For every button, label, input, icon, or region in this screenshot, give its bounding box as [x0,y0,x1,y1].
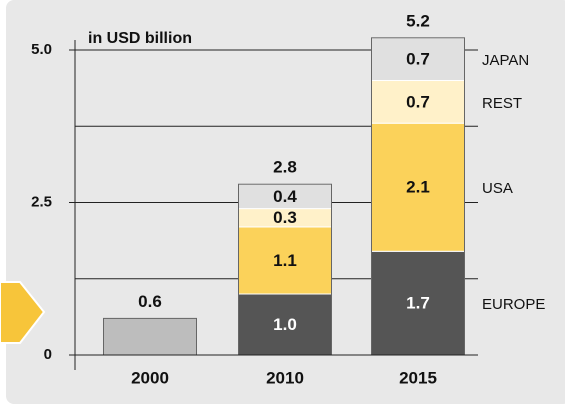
legend-label: EUROPE [482,296,545,313]
y-tick-label: 0 [44,346,52,363]
value-label: 1.1 [273,251,297,270]
total-label: 2.8 [273,158,297,177]
total-label: 5.2 [406,11,430,30]
legend-label: JAPAN [482,52,529,69]
y-tick-label: 5.0 [31,41,52,58]
value-label: 1.7 [406,294,430,313]
x-tick-label: 2010 [266,368,304,387]
value-label: 2.1 [406,178,430,197]
total-label: 0.6 [138,292,162,311]
value-label: 0.3 [273,208,297,227]
unit-label: in USD billion [88,30,192,47]
x-tick-label: 2000 [131,368,169,387]
value-label: 0.7 [406,92,430,111]
arrow [0,281,46,344]
bar [103,317,197,356]
bar-segment [371,122,465,252]
value-label: 0.4 [273,187,297,206]
legend-label: USA [482,180,513,197]
x-tick-label: 2015 [399,368,437,387]
legend-label: REST [482,95,522,112]
bar-segment [371,37,465,81]
y-tick-label: 2.5 [31,193,52,210]
value-label: 0.7 [406,50,430,69]
value-label: 1.0 [273,315,297,334]
